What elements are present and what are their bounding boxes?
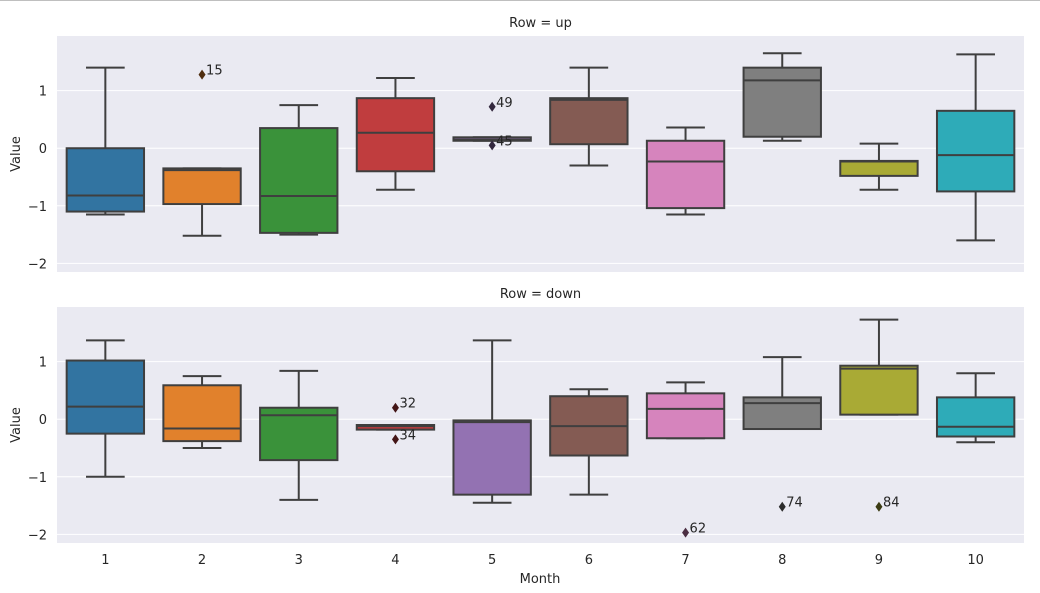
x-tick-label: 6	[585, 553, 593, 568]
box-month-5: 49 45	[452, 96, 532, 151]
box-month-9: 84	[839, 318, 919, 512]
plot-area	[57, 36, 1024, 272]
box-month-2: 15	[162, 64, 242, 237]
box-month-6	[549, 388, 629, 496]
y-tick-label: 1	[39, 356, 47, 371]
outlier-marker	[875, 501, 883, 512]
y-tick-label: 1	[39, 85, 47, 100]
y-axis-label: Value	[9, 407, 24, 443]
outlier-marker	[391, 402, 399, 413]
y-tick-label: −2	[28, 257, 47, 272]
outlier-marker	[488, 140, 496, 151]
box-iqr	[645, 392, 726, 440]
box-month-4	[355, 77, 436, 191]
outlier-marker	[488, 101, 496, 112]
box-month-6	[549, 66, 629, 167]
outlier-marker	[778, 501, 786, 512]
box-iqr	[549, 97, 629, 146]
y-tick-label: −1	[28, 200, 47, 215]
outlier-label: 84	[883, 496, 900, 511]
box-iqr	[935, 396, 1016, 438]
box-iqr	[162, 384, 242, 443]
box-month-4: 32 34	[355, 397, 436, 445]
outlier-marker	[682, 527, 690, 538]
y-tick-label: −1	[28, 471, 47, 486]
box-month-8	[742, 52, 822, 142]
outlier-label: 15	[206, 64, 223, 79]
box-iqr	[259, 127, 339, 234]
box-month-10	[935, 53, 1016, 242]
box-iqr	[645, 139, 726, 210]
x-axis-label: Month	[520, 572, 561, 587]
x-tick-label: 10	[967, 553, 984, 568]
outlier-label: 74	[786, 496, 803, 511]
box-month-9	[839, 142, 919, 191]
outlier-label: 45	[496, 134, 513, 149]
box-month-3	[259, 369, 339, 501]
outlier-label: 49	[496, 96, 513, 111]
y-tick-label: −2	[28, 528, 47, 543]
facet-up: −2 −1 0 1 Value Row = up 15 49 45	[9, 16, 1024, 272]
x-tick-label: 7	[681, 553, 689, 568]
x-tick-label: 3	[295, 553, 303, 568]
x-tick-label: 5	[488, 553, 496, 568]
x-tick-label: 9	[875, 553, 883, 568]
box-month-1	[65, 66, 146, 216]
y-tick-label: 0	[39, 142, 47, 157]
box-month-7: 62	[645, 381, 726, 538]
box-month-5	[452, 339, 532, 504]
box-iqr	[162, 167, 242, 206]
box-iqr	[742, 396, 822, 431]
box-iqr	[839, 159, 919, 177]
box-iqr	[742, 66, 822, 138]
box-iqr	[355, 424, 436, 431]
outlier-marker	[198, 69, 206, 80]
outlier-marker	[391, 434, 399, 445]
outlier-label: 34	[399, 428, 416, 443]
x-tick-label: 1	[101, 553, 109, 568]
box-iqr	[65, 359, 146, 435]
box-month-3	[259, 104, 339, 236]
box-month-8: 74	[742, 356, 822, 512]
box-month-7	[645, 126, 726, 216]
facet-title: Row = up	[509, 16, 572, 31]
facet-title: Row = down	[500, 287, 581, 302]
box-iqr	[259, 406, 339, 462]
box-iqr	[452, 419, 532, 496]
box-iqr	[935, 109, 1016, 193]
x-tick-label: 4	[391, 553, 399, 568]
box-iqr	[65, 147, 146, 213]
box-month-1	[65, 339, 146, 478]
x-tick-label: 2	[198, 553, 206, 568]
outlier-label: 62	[690, 522, 707, 537]
y-tick-label: 0	[39, 413, 47, 428]
box-iqr	[839, 364, 919, 416]
outlier-label: 32	[399, 397, 416, 412]
box-iqr	[355, 97, 436, 173]
box-month-2	[162, 375, 242, 450]
x-tick-label: 8	[778, 553, 786, 568]
y-axis-label: Value	[9, 136, 24, 172]
top-border	[0, 0, 1040, 1]
box-month-10	[935, 372, 1016, 444]
